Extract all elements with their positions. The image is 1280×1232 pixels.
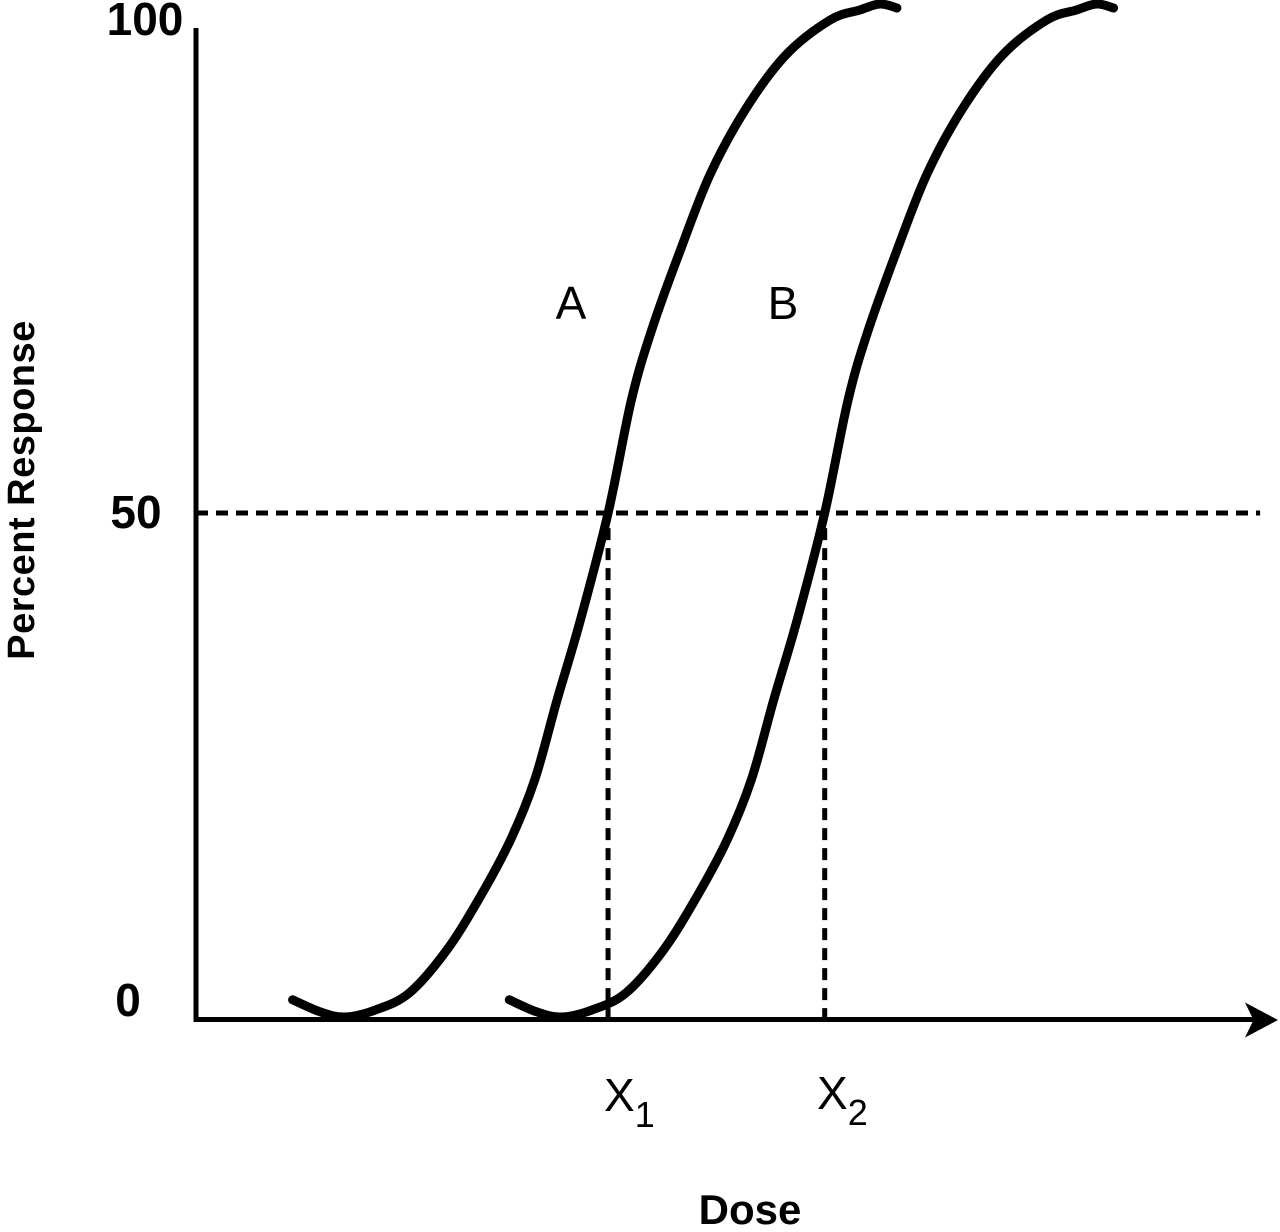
x2-marker-base: X bbox=[817, 1067, 848, 1119]
y-axis-title: Percent Response bbox=[1, 320, 43, 660]
y-tick-0: 0 bbox=[115, 974, 141, 1026]
x1-marker-base: X bbox=[604, 1069, 635, 1121]
curve-b-label: B bbox=[768, 277, 799, 329]
x2-marker-label: X2 bbox=[817, 1067, 868, 1133]
y-tick-100: 100 bbox=[107, 0, 184, 45]
x1-marker-label: X1 bbox=[604, 1069, 655, 1135]
guide-lines-layer bbox=[196, 510, 1261, 1018]
curve-b bbox=[504, 0, 1119, 1022]
curves-layer bbox=[288, 0, 1119, 1022]
x-axis-arrowhead-icon bbox=[1245, 1002, 1278, 1038]
curve-a bbox=[288, 0, 902, 1022]
x2-marker-subscript: 2 bbox=[848, 1092, 868, 1133]
y-tick-50: 50 bbox=[110, 486, 161, 538]
x-axis-title: Dose bbox=[699, 1186, 802, 1227]
x1-marker-subscript: 1 bbox=[635, 1094, 655, 1135]
curve-a-label: A bbox=[556, 277, 587, 329]
